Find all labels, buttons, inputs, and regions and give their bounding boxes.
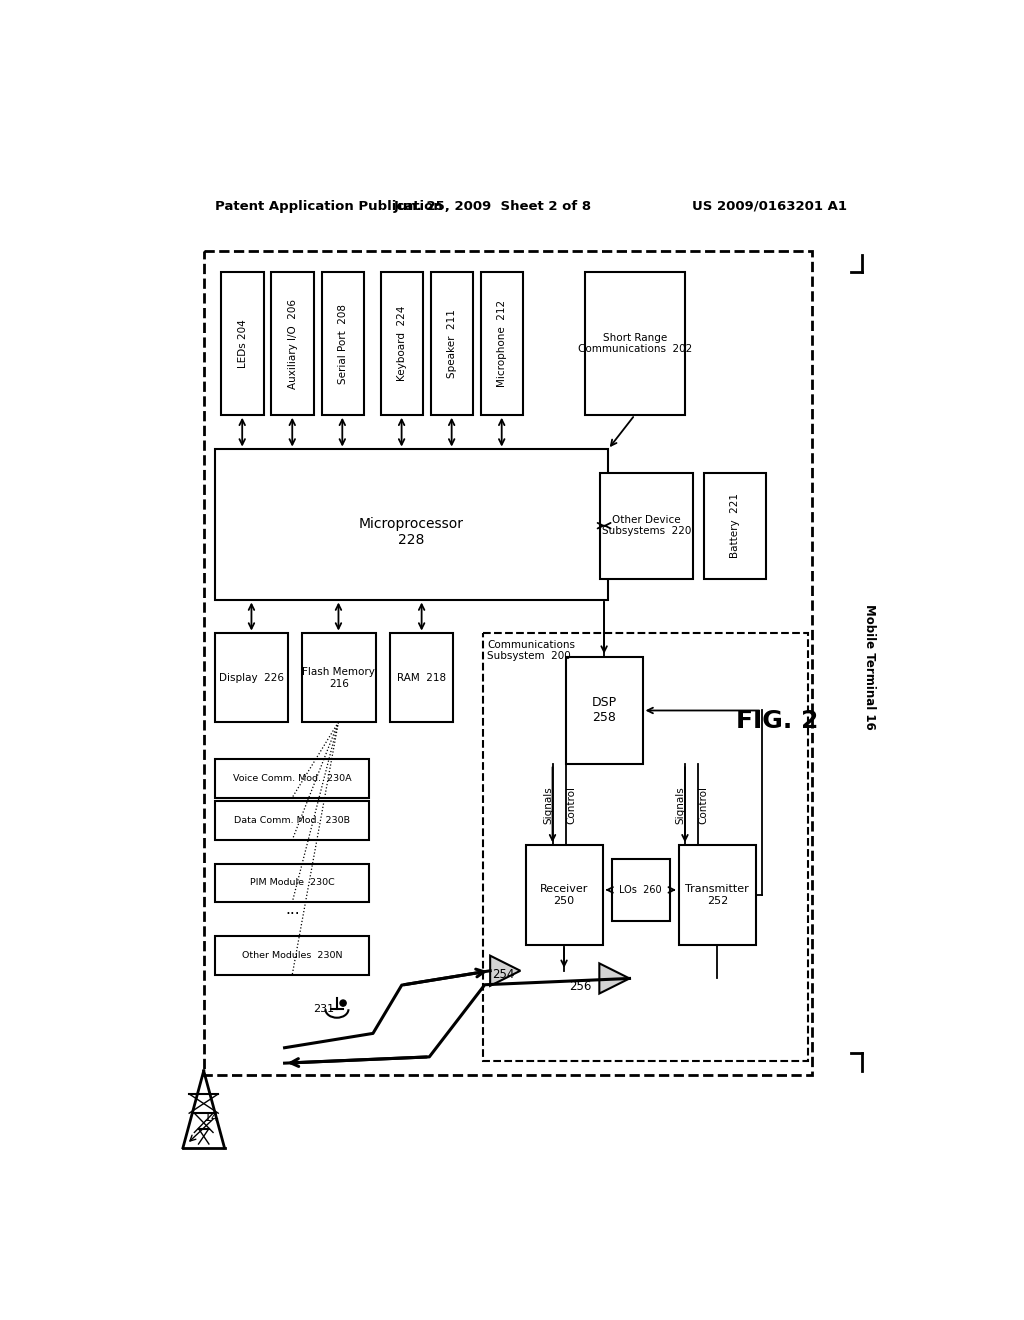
Bar bbox=[322, 272, 364, 414]
Bar bbox=[301, 634, 376, 722]
Text: DSP
258: DSP 258 bbox=[592, 697, 616, 725]
Text: RAM  218: RAM 218 bbox=[397, 673, 446, 682]
Text: Control: Control bbox=[566, 787, 575, 824]
Bar bbox=[600, 473, 692, 578]
Text: Speaker  211: Speaker 211 bbox=[447, 309, 457, 378]
Text: Communications
Subsystem  200: Communications Subsystem 200 bbox=[487, 640, 575, 661]
Text: 231: 231 bbox=[313, 1005, 335, 1014]
Text: Other Modules  230N: Other Modules 230N bbox=[242, 950, 342, 960]
Text: Microprocessor
228: Microprocessor 228 bbox=[359, 517, 464, 548]
Bar bbox=[215, 449, 608, 599]
Text: Patent Application Publication: Patent Application Publication bbox=[215, 199, 443, 213]
Bar bbox=[381, 272, 423, 414]
Text: Signals: Signals bbox=[676, 787, 685, 824]
Bar bbox=[483, 634, 808, 1061]
Bar bbox=[431, 272, 473, 414]
Circle shape bbox=[340, 1001, 346, 1006]
Bar bbox=[215, 759, 370, 797]
Text: Jun. 25, 2009  Sheet 2 of 8: Jun. 25, 2009 Sheet 2 of 8 bbox=[393, 199, 592, 213]
Text: US 2009/0163201 A1: US 2009/0163201 A1 bbox=[691, 199, 847, 213]
Bar bbox=[585, 272, 685, 414]
Bar bbox=[215, 863, 370, 903]
Text: Signals: Signals bbox=[543, 787, 553, 824]
Bar bbox=[611, 859, 670, 921]
Text: 254: 254 bbox=[493, 968, 515, 981]
Text: LOs  260: LOs 260 bbox=[620, 884, 662, 895]
Text: Flash Memory
216: Flash Memory 216 bbox=[302, 667, 375, 689]
Text: LEDs 204: LEDs 204 bbox=[238, 319, 248, 368]
Text: PIM Module  230C: PIM Module 230C bbox=[250, 879, 335, 887]
Polygon shape bbox=[490, 956, 520, 986]
Text: Control: Control bbox=[698, 787, 709, 824]
Text: 14: 14 bbox=[204, 1110, 219, 1123]
Bar bbox=[481, 272, 523, 414]
Text: Battery  221: Battery 221 bbox=[730, 494, 740, 558]
Text: Transmitter
252: Transmitter 252 bbox=[685, 884, 750, 906]
Text: Data Comm. Mod.  230B: Data Comm. Mod. 230B bbox=[234, 816, 350, 825]
Bar bbox=[679, 845, 756, 945]
Bar bbox=[215, 936, 370, 974]
Text: Other Device
Subsystems  220: Other Device Subsystems 220 bbox=[602, 515, 691, 536]
Text: Voice Comm. Mod.  230A: Voice Comm. Mod. 230A bbox=[232, 774, 351, 783]
Bar bbox=[565, 656, 643, 764]
Text: Keyboard  224: Keyboard 224 bbox=[397, 306, 407, 381]
Text: ...: ... bbox=[285, 902, 300, 916]
Text: Short Range
Communications  202: Short Range Communications 202 bbox=[578, 333, 692, 354]
Bar bbox=[525, 845, 602, 945]
Bar bbox=[215, 634, 289, 722]
Bar bbox=[271, 272, 313, 414]
Text: Auxiliary I/O  206: Auxiliary I/O 206 bbox=[288, 298, 298, 388]
Bar bbox=[215, 801, 370, 840]
Text: Mobile Terminal 16: Mobile Terminal 16 bbox=[863, 603, 877, 730]
Bar bbox=[204, 251, 812, 1074]
Bar bbox=[221, 272, 264, 414]
Text: 256: 256 bbox=[569, 979, 592, 993]
Bar bbox=[705, 473, 766, 578]
Text: Display  226: Display 226 bbox=[219, 673, 285, 682]
Text: Receiver
250: Receiver 250 bbox=[540, 884, 588, 906]
Text: FIG. 2: FIG. 2 bbox=[736, 709, 818, 733]
Text: Microphone  212: Microphone 212 bbox=[497, 300, 507, 387]
Text: Serial Port  208: Serial Port 208 bbox=[338, 304, 348, 384]
Bar bbox=[390, 634, 454, 722]
Polygon shape bbox=[599, 964, 630, 994]
